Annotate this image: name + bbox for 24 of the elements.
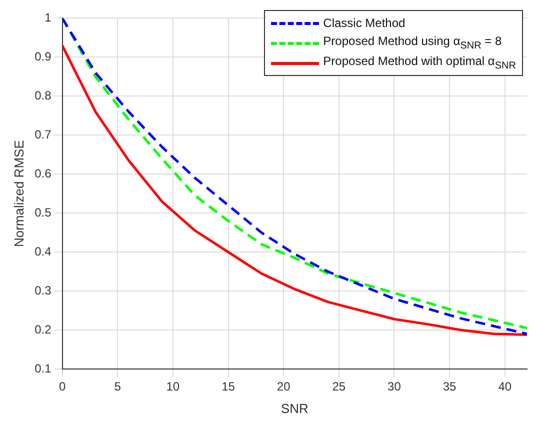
y-tick-label: 0.8 xyxy=(34,88,52,102)
y-tick-label: 0.2 xyxy=(34,322,52,336)
x-tick-label: 20 xyxy=(276,380,291,394)
x-tick-label: 35 xyxy=(442,380,457,394)
y-tick-label: 0.3 xyxy=(34,283,52,298)
y-tick-label: 0.4 xyxy=(34,244,52,258)
y-tick-label: 1 xyxy=(44,10,52,25)
y-tick-label: 0.1 xyxy=(34,361,52,376)
x-tick-label: 30 xyxy=(388,380,402,394)
y-tick-label: 0.6 xyxy=(34,166,52,180)
y-tick-label: 0.5 xyxy=(34,205,52,220)
y-axis-title: Normalized RMSE xyxy=(11,140,26,248)
legend-label: Proposed Method using α$_{SNR}$ = 8 xyxy=(323,34,502,52)
legend-label: Classic Method xyxy=(323,16,406,30)
x-tick-label: 40 xyxy=(498,380,512,394)
x-tick-label: 5 xyxy=(114,380,122,394)
y-tick-label: 0.7 xyxy=(34,127,52,142)
x-tick-label: 0 xyxy=(58,380,66,394)
legend-label: Proposed Method with optimal α$_{SNR}$ xyxy=(323,54,516,72)
x-axis-title: SNR xyxy=(280,400,308,416)
x-tick-label: 25 xyxy=(332,380,346,394)
y-tick-label: 0.9 xyxy=(34,49,52,64)
x-tick-label: 10 xyxy=(166,380,180,394)
x-tick-label: 15 xyxy=(222,380,236,394)
